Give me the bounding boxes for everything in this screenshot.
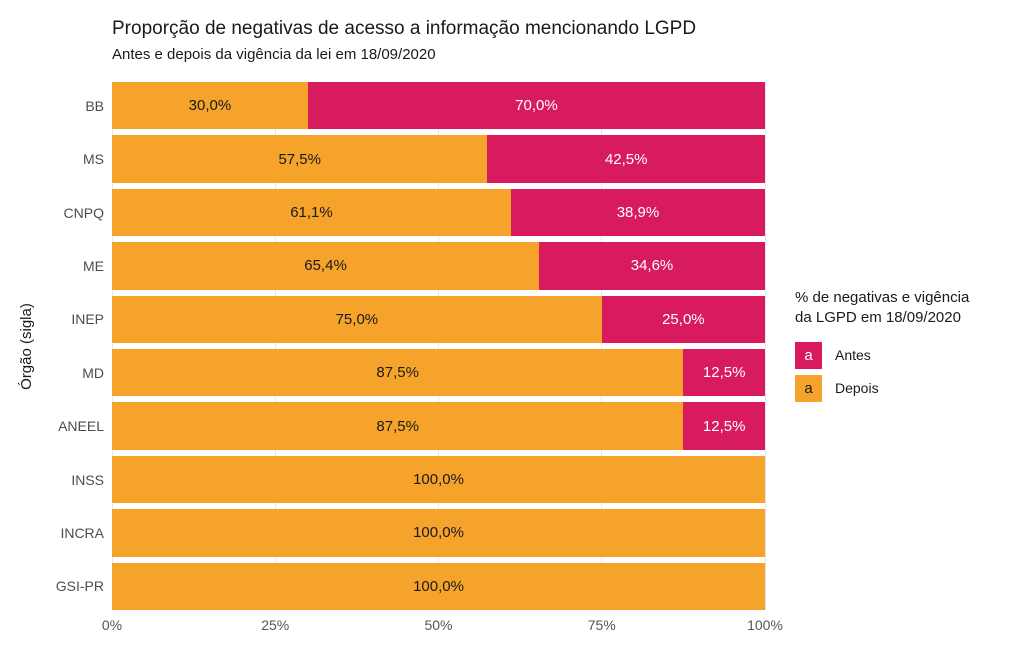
bar-segment-depois: 87,5% [112, 349, 684, 397]
y-axis-label-me: ME [83, 257, 104, 274]
bar-row-incra: 100,0% [112, 509, 765, 557]
legend-item-depois: a Depois [795, 374, 1020, 402]
bar-segment-antes: 70,0% [307, 82, 765, 130]
y-axis-label-inss: INSS [71, 471, 104, 488]
legend-item-antes: a Antes [795, 341, 1020, 369]
bar-row-cnpq: 61,1% 38,9% [112, 188, 765, 237]
bar-segment-depois: 75,0% [112, 295, 602, 344]
bar-segment-depois: 100,0% [112, 455, 765, 504]
y-axis-title-container: Órgão (sigla) [8, 82, 44, 610]
bar-segment-antes: 38,9% [510, 188, 765, 237]
y-axis-title: Órgão (sigla) [17, 302, 35, 390]
bar-segment-antes: 25,0% [601, 295, 765, 344]
bar-row-ms: 57,5% 42,5% [112, 135, 765, 183]
y-axis-label-md: MD [82, 364, 104, 381]
bar-segment-depois: 100,0% [112, 509, 765, 557]
y-axis-label-incra: INCRA [60, 524, 104, 541]
bar-row-aneel: 87,5% 12,5% [112, 402, 765, 450]
bar-row-inep: 75,0% 25,0% [112, 295, 765, 344]
bar-row-md: 87,5% 12,5% [112, 349, 765, 397]
bar-segment-antes: 12,5% [683, 402, 765, 450]
chart-title: Proporção de negativas de acesso a infor… [112, 18, 697, 39]
y-axis-label-inep: INEP [71, 311, 104, 328]
x-axis: 0% 25% 50% 75% 100% [102, 617, 783, 637]
plot-area: 30,0% 70,0% 57,5% 42,5% 61,1% 38,9% 65,4% 34,6%… [111, 82, 766, 611]
y-axis-label-bb: BB [85, 97, 104, 114]
bar-segment-depois: 100,0% [112, 562, 765, 611]
x-tick-label: 75% [587, 617, 616, 633]
x-tick-label: 50% [424, 617, 453, 633]
legend-label: Antes [835, 347, 871, 364]
bar-segment-antes: 12,5% [683, 349, 765, 397]
bar-row-bb: 30,0% 70,0% [112, 82, 765, 130]
legend: % de negativas e vigência da LGPD em 18/… [795, 288, 1020, 408]
x-tick-label: 0% [101, 617, 123, 633]
gridline [764, 82, 766, 610]
y-axis-label-aneel: ANEEL [58, 418, 104, 435]
x-tick-label: 25% [261, 617, 290, 633]
gridline [438, 82, 439, 610]
legend-key-swatch: a [795, 341, 822, 369]
bar-segment-antes: 42,5% [487, 135, 765, 183]
legend-items: a Antes a Depois [795, 341, 1020, 402]
gridline [111, 82, 113, 610]
legend-label: Depois [835, 380, 879, 397]
chart-subtitle: Antes e depois da vigência da lei em 18/… [112, 46, 436, 63]
bar-segment-depois: 61,1% [112, 188, 511, 237]
y-axis-labels: BB MS CNPQ ME INEP MD ANEEL INSS INCRA GSI-PR [40, 82, 104, 610]
bar-segment-depois: 87,5% [112, 402, 684, 450]
y-axis-label-ms: MS [83, 151, 104, 168]
y-axis-label-gsi-pr: GSI-PR [55, 578, 104, 595]
bar-segment-depois: 57,5% [112, 135, 488, 183]
y-axis-label-cnpq: CNPQ [63, 204, 104, 221]
x-tick-label: 100% [747, 617, 783, 633]
legend-title: % de negativas e vigência da LGPD em 18/… [795, 289, 970, 326]
bar-row-inss: 100,0% [112, 455, 765, 504]
legend-key-swatch: a [795, 374, 822, 402]
bar-rows: 30,0% 70,0% 57,5% 42,5% 61,1% 38,9% 65,4% 34,6%… [112, 82, 765, 611]
bar-row-me: 65,4% 34,6% [112, 242, 765, 290]
gridline [274, 82, 276, 610]
bar-segment-depois: 65,4% [112, 242, 540, 290]
bar-segment-depois: 30,0% [112, 82, 308, 130]
bar-row-gsi-pr: 100,0% [112, 562, 765, 611]
bar-segment-antes: 34,6% [539, 242, 765, 290]
gridline [601, 82, 603, 610]
